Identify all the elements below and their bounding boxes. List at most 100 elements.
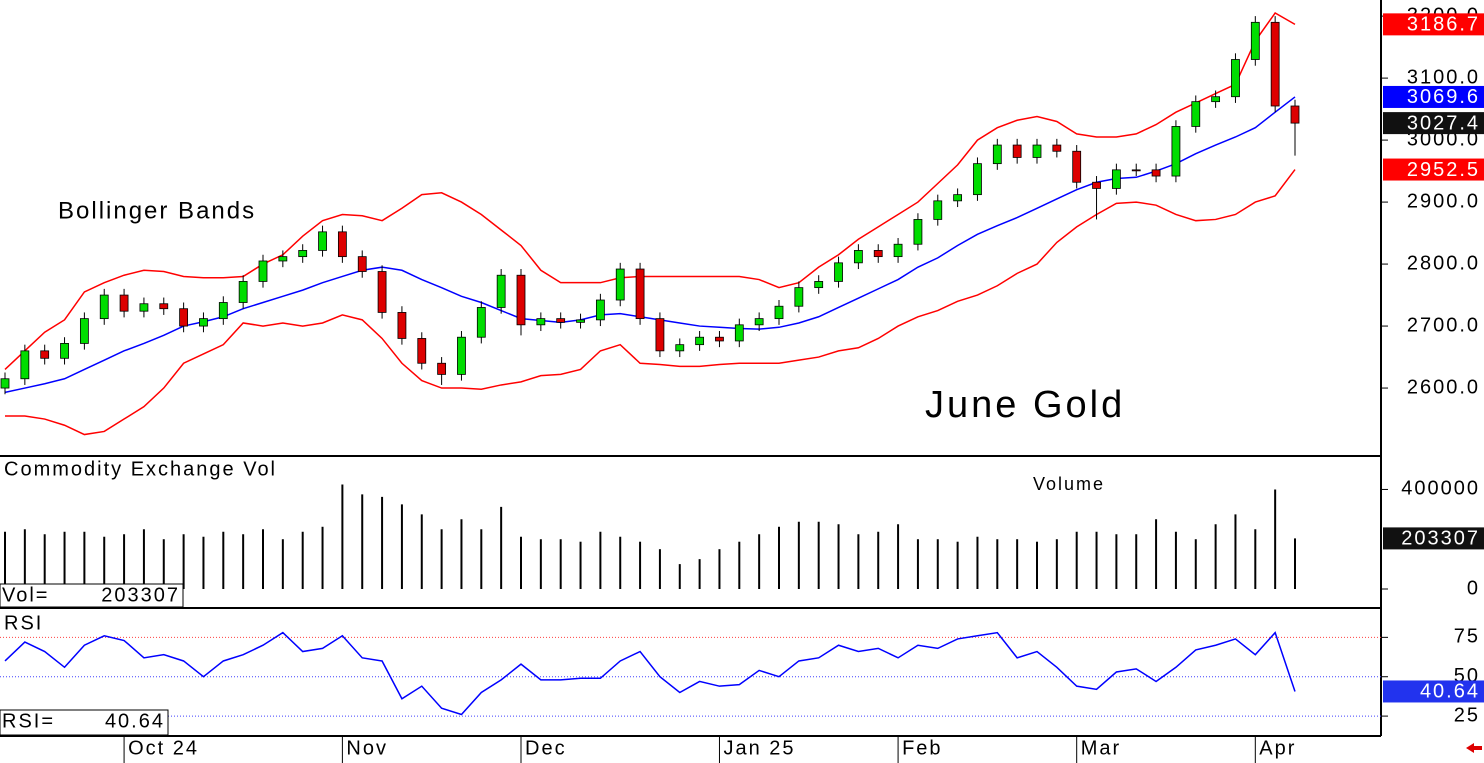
candle-body xyxy=(437,362,447,375)
candle-body xyxy=(79,318,89,344)
candle-body xyxy=(595,299,605,321)
candle-body xyxy=(913,219,923,245)
readout-box xyxy=(0,709,169,736)
candle-body xyxy=(60,343,69,359)
band-line xyxy=(4,12,1296,371)
value-flag xyxy=(1383,85,1484,108)
candle-body xyxy=(576,319,585,323)
band-line xyxy=(5,169,1296,436)
candle-body xyxy=(218,302,228,320)
x-tick-label: Jan 25 xyxy=(723,737,795,759)
candle-body xyxy=(0,378,10,389)
y-tick-label: 3100.0 xyxy=(1407,66,1480,88)
candle-body xyxy=(417,338,427,364)
y-tick-label: 75 xyxy=(1454,626,1480,648)
candle-body xyxy=(258,260,268,282)
candle-body xyxy=(1191,101,1201,127)
candle-body xyxy=(40,350,50,359)
value-flag xyxy=(1383,680,1484,703)
x-tick-label: Oct 24 xyxy=(128,737,199,759)
y-tick-label: 2600.0 xyxy=(1407,376,1480,398)
candle-body xyxy=(357,256,367,272)
candle-body xyxy=(754,318,764,326)
candle-body xyxy=(715,336,724,342)
candle-body xyxy=(1072,150,1082,183)
candle-body xyxy=(1151,169,1161,177)
candle-body xyxy=(298,250,308,258)
candle-body xyxy=(853,250,863,264)
scroll-arrow[interactable] xyxy=(1474,746,1482,750)
candle-body xyxy=(1171,126,1181,177)
value-flag xyxy=(1383,112,1484,135)
panel-title: Commodity Exchange Vol xyxy=(4,458,277,480)
candle-body xyxy=(1012,144,1022,158)
readout-value: 40.64 xyxy=(105,710,165,732)
candle-body xyxy=(615,268,625,301)
scroll-arrow[interactable] xyxy=(1466,743,1474,753)
candle-body xyxy=(457,336,466,375)
y-tick-label: 25 xyxy=(1454,704,1480,726)
candle-body xyxy=(238,281,248,303)
value-flag xyxy=(1383,527,1484,550)
candle-body xyxy=(655,318,665,352)
candle-body xyxy=(1052,144,1062,152)
candle-body xyxy=(893,243,903,258)
value-flag-label: 3186.7 xyxy=(1407,14,1480,36)
candle-body xyxy=(1111,169,1121,189)
candle-body xyxy=(734,324,744,342)
candle-body xyxy=(933,200,943,220)
x-tick-label: Mar xyxy=(1081,737,1121,759)
candle-body xyxy=(139,303,149,312)
value-flag-label: 40.64 xyxy=(1420,681,1480,703)
candle-body xyxy=(1131,169,1141,172)
candle-body xyxy=(1270,21,1280,107)
candle-body xyxy=(179,308,189,327)
candle-body xyxy=(159,303,169,310)
value-flag-label: 2952.5 xyxy=(1407,159,1480,181)
candle-body xyxy=(99,294,109,320)
y-tick-label: 2700.0 xyxy=(1407,314,1480,336)
candle-body xyxy=(635,268,645,320)
candle-body xyxy=(536,318,546,326)
chart-title: June Gold xyxy=(925,384,1125,426)
candle-body xyxy=(814,281,824,289)
candle-body xyxy=(992,144,1002,165)
candle-body xyxy=(1092,181,1101,189)
panel-title: RSI xyxy=(4,612,43,634)
readout-value: 203307 xyxy=(101,584,180,606)
candle-body xyxy=(476,307,486,338)
value-flag-label: 203307 xyxy=(1401,528,1480,550)
candle-body xyxy=(278,256,288,262)
x-tick-label: Dec xyxy=(525,737,567,759)
candle-body xyxy=(973,163,982,196)
readout-label: RSI= xyxy=(2,710,55,732)
y-tick-label: 0 xyxy=(1467,577,1480,599)
candle-body xyxy=(794,287,804,307)
annotation: Volume xyxy=(1033,474,1105,494)
candle-body xyxy=(873,250,883,258)
candle-body xyxy=(199,318,208,327)
candle-body xyxy=(1231,59,1240,98)
candle-body xyxy=(695,336,705,346)
x-tick-label: Feb xyxy=(902,737,942,759)
value-flag-label: 3027.4 xyxy=(1407,112,1480,134)
candle-body xyxy=(397,312,407,339)
x-tick-label: Apr xyxy=(1259,737,1296,759)
candle-body xyxy=(1250,21,1260,60)
value-flag xyxy=(1383,13,1484,36)
candle-body xyxy=(834,262,843,282)
candle-body xyxy=(20,350,30,380)
readout-box xyxy=(0,583,184,608)
candle-body xyxy=(516,274,526,326)
y-tick-label: 2800.0 xyxy=(1407,252,1480,274)
candle-body xyxy=(496,274,506,308)
candle-body xyxy=(774,305,784,320)
candle-body xyxy=(953,194,963,202)
annotation: Bollinger Bands xyxy=(58,197,256,224)
y-tick-label: 400000 xyxy=(1401,478,1480,500)
candle-body xyxy=(1290,105,1300,124)
rsi-line xyxy=(4,631,1296,716)
candle-body xyxy=(675,344,685,352)
candle-body xyxy=(119,294,129,312)
